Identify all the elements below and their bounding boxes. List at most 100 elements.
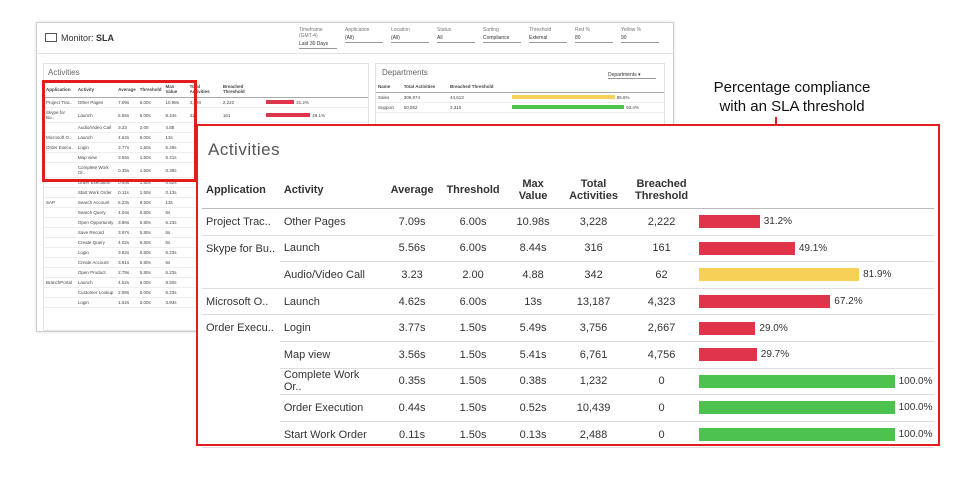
cell-average: 0.44s — [383, 394, 441, 422]
cell-breached: 2,222 — [626, 208, 697, 236]
small-cell — [44, 162, 76, 178]
header-total-activities[interactable]: Total Activities — [560, 172, 627, 209]
cell-threshold: 1.50s — [440, 368, 506, 396]
small-table-row: Skype for Bu.. Launch 5.56s 6.00s 8.44s 316 16… — [44, 107, 368, 123]
departments-header-row: Name Total Activities Breached Threshold — [376, 81, 664, 93]
cell-application: Skype for Bu.. — [206, 242, 276, 255]
table-row[interactable]: Audio/Video Call 3.23 2.00 4.88 342 62 81.9% — [202, 261, 934, 289]
filter-2[interactable]: Location (All) — [391, 27, 429, 49]
small-cell: Launch — [75, 107, 117, 123]
cell-breached: 62 — [626, 261, 697, 289]
table-row[interactable]: Order Execu.. Login 3.77s 1.50s 5.49s 3,756 2,… — [202, 314, 934, 342]
cell-activity: Map view — [279, 341, 384, 369]
compliance-pct: 49.1% — [798, 242, 828, 254]
cell-breached: 4,756 — [626, 341, 697, 369]
compliance-bar — [698, 295, 831, 309]
small-cell — [44, 177, 76, 188]
filter-bar: Timeframe (GMT-4) Last 30 Days Application… — [299, 27, 659, 49]
filter-0[interactable]: Timeframe (GMT-4) Last 30 Days — [299, 27, 337, 49]
cell-threshold: 6.00s — [440, 235, 506, 263]
table-row[interactable]: Complete Work Or.. 0.35s 1.50s 0.38s 1,232 0 1… — [202, 368, 934, 396]
activities-title-small: Activities — [48, 68, 80, 77]
cell-application — [202, 395, 280, 422]
filter-value: (All) — [391, 35, 429, 43]
filter-value: Compliance — [483, 35, 521, 43]
cell-activity: Launch — [279, 235, 384, 263]
small-cell: 5.80s — [137, 267, 164, 278]
departments-select-value: Departments — [608, 72, 637, 78]
cell-compliance: 100.0% — [696, 394, 934, 422]
filter-label: Timeframe (GMT-4) — [299, 27, 323, 39]
header-max-value[interactable]: Max Value — [505, 172, 561, 209]
table-row[interactable]: Project Trac.. Other Pages 7.09s 6.00s 10.98… — [202, 208, 934, 236]
small-compliance-bar — [266, 100, 295, 104]
small-cell — [44, 257, 76, 268]
small-cell: 6s — [163, 227, 188, 238]
filter-6[interactable]: Red % 80 — [575, 27, 613, 49]
cell-activity: Login — [279, 314, 384, 342]
title-prefix: Monitor: — [61, 33, 94, 43]
dep-cell-total: 50,552 — [401, 102, 449, 113]
dep-header-cell: Name — [376, 81, 402, 93]
small-cell — [44, 217, 76, 228]
header-breached-threshold[interactable]: Breached Threshold — [626, 172, 697, 209]
filter-4[interactable]: Sorting Compliance — [483, 27, 521, 49]
filter-label: Threshold — [529, 27, 552, 33]
highlight-box-small — [42, 80, 197, 182]
cell-activity: Audio/Video Call — [279, 261, 384, 289]
small-cell: Launch — [75, 277, 117, 288]
cell-total: 3,756 — [560, 314, 627, 342]
compliance-pct: 100.0% — [898, 402, 933, 414]
departments-panel: Departments Departments ▾ Name Total Acti… — [375, 63, 665, 155]
filter-7[interactable]: Yellow % 90 — [621, 27, 659, 49]
cell-total: 1,232 — [560, 368, 627, 396]
header-activity[interactable]: Activity — [279, 172, 384, 209]
small-cell: 5.80s — [137, 257, 164, 268]
table-row[interactable]: Start Work Order 0.11s 1.50s 0.13s 2,488 0 100… — [202, 421, 934, 449]
small-cell: Map view — [75, 152, 117, 163]
compliance-pct: 100.0% — [898, 429, 933, 441]
cell-compliance: 100.0% — [696, 421, 934, 449]
filter-1[interactable]: Application (All) — [345, 27, 383, 49]
cell-threshold: 6.00s — [440, 208, 506, 236]
header-average[interactable]: Average — [383, 172, 441, 209]
table-row[interactable]: Microsoft O.. Launch 4.62s 6.00s 13s 13,187 4,… — [202, 288, 934, 316]
dep-compliance-pct: 85.6% — [616, 95, 630, 100]
table-row[interactable]: Order Execution 0.44s 1.50s 0.52s 10,439 0 100… — [202, 394, 934, 422]
small-cell: 1.52s — [116, 297, 138, 308]
small-cell: 3.23 — [116, 122, 138, 133]
cell-application: Order Execu.. — [206, 322, 274, 335]
dep-header-cell: Breached Threshold — [448, 81, 510, 93]
small-cell: 3.81s — [116, 257, 138, 268]
dep-cell-breached: 44,613 — [448, 92, 510, 103]
departments-select[interactable]: Departments ▾ — [608, 72, 656, 79]
filter-5[interactable]: Threshold External — [529, 27, 567, 49]
table-row[interactable]: Map view 3.56s 1.50s 5.41s 6,761 4,756 29.7% — [202, 341, 934, 369]
filter-value: 90 — [621, 35, 659, 43]
small-cell: 2.99s — [116, 287, 138, 298]
small-compliance-pct: 31.2% — [296, 100, 309, 105]
small-header-bar — [264, 81, 368, 98]
filter-3[interactable]: Status All — [437, 27, 475, 49]
dep-compliance-pct: 93.4% — [626, 105, 639, 110]
compliance-bar — [698, 428, 895, 442]
small-cell — [44, 207, 76, 218]
compliance-bar — [698, 241, 795, 255]
cell-average: 7.09s — [383, 208, 441, 236]
small-cell: 1.50s — [137, 142, 164, 153]
header-application[interactable]: Application — [202, 172, 280, 209]
dep-row: Support 50,552 3,315 93.4% — [376, 102, 664, 113]
small-cell: Login — [75, 142, 117, 153]
table-row[interactable]: Skype for Bu.. Launch 5.56s 6.00s 8.44s 316 16… — [202, 235, 934, 263]
cell-activity: Order Execution — [279, 394, 384, 422]
small-cell: 3.97s — [116, 227, 138, 238]
cell-threshold: 1.50s — [440, 314, 506, 342]
dep-cell-total: 309,974 — [401, 92, 449, 103]
small-cell: 4.88 — [163, 122, 188, 133]
header-threshold[interactable]: Threshold — [440, 172, 506, 209]
small-cell: 3.93s — [163, 297, 188, 308]
small-header-cell: Breached Threshold — [220, 81, 264, 98]
small-cell: 4.04s — [116, 207, 138, 218]
small-cell: 161 — [220, 107, 264, 123]
small-cell: Create Account — [75, 257, 117, 268]
